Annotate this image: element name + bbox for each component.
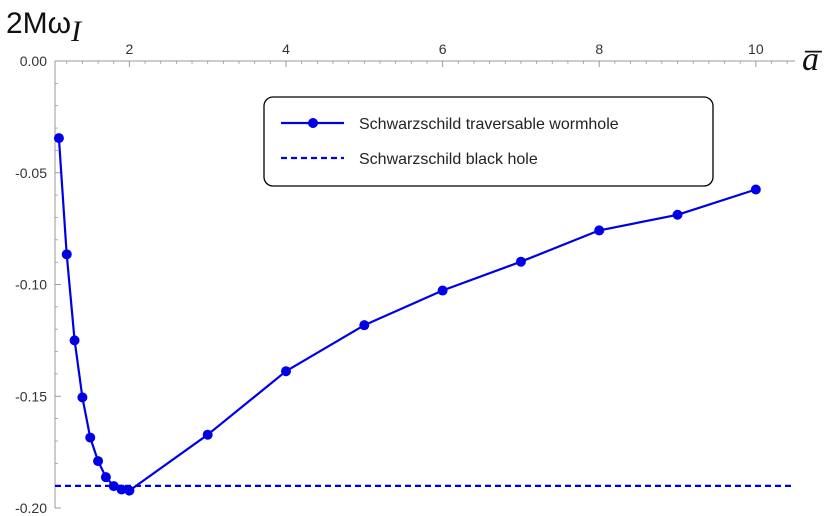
x-tick-label: 8 — [595, 41, 603, 57]
wormhole-point — [93, 456, 104, 467]
wormhole-point — [61, 249, 72, 260]
y-tick-label: 0.00 — [20, 53, 47, 69]
y-tick-label: -0.20 — [15, 500, 47, 516]
wormhole-point — [359, 320, 370, 331]
wormhole-point — [53, 133, 64, 144]
wormhole-point — [108, 481, 119, 492]
wormhole-point — [124, 485, 135, 496]
wormhole-point — [515, 256, 526, 267]
legend-label-black-hole: Schwarzschild black hole — [359, 151, 538, 168]
wormhole-point — [594, 225, 605, 236]
wormhole-point — [77, 392, 88, 403]
x-tick-label: 6 — [439, 41, 447, 57]
y-tick-label: -0.15 — [15, 388, 47, 404]
wormhole-point — [672, 209, 683, 220]
wormhole-line — [57, 138, 757, 492]
wormhole-point — [116, 484, 127, 495]
x-tick-label: 2 — [125, 41, 133, 57]
legend-box — [263, 96, 714, 187]
y-axis-label: 2MωI — [6, 7, 83, 48]
series-layer — [53, 133, 795, 496]
legend-marker-wormhole — [308, 118, 318, 128]
y-tick-label: -0.05 — [15, 165, 47, 181]
y-tick-label: -0.10 — [15, 277, 47, 293]
legend: Schwarzschild traversable wormhole Schwa… — [263, 96, 714, 187]
wormhole-point — [100, 472, 111, 483]
wormhole-point — [85, 432, 96, 443]
wormhole-point — [69, 335, 80, 346]
x-tick-label: 4 — [282, 41, 290, 57]
wormhole-point — [281, 366, 292, 377]
x-tick-label: 10 — [748, 41, 764, 57]
wormhole-point — [202, 429, 213, 440]
x-axis-label: a̅ — [802, 41, 823, 78]
wormhole-point — [437, 285, 448, 296]
legend-label-wormhole: Schwarzschild traversable wormhole — [359, 116, 619, 133]
wormhole-point — [750, 184, 761, 195]
